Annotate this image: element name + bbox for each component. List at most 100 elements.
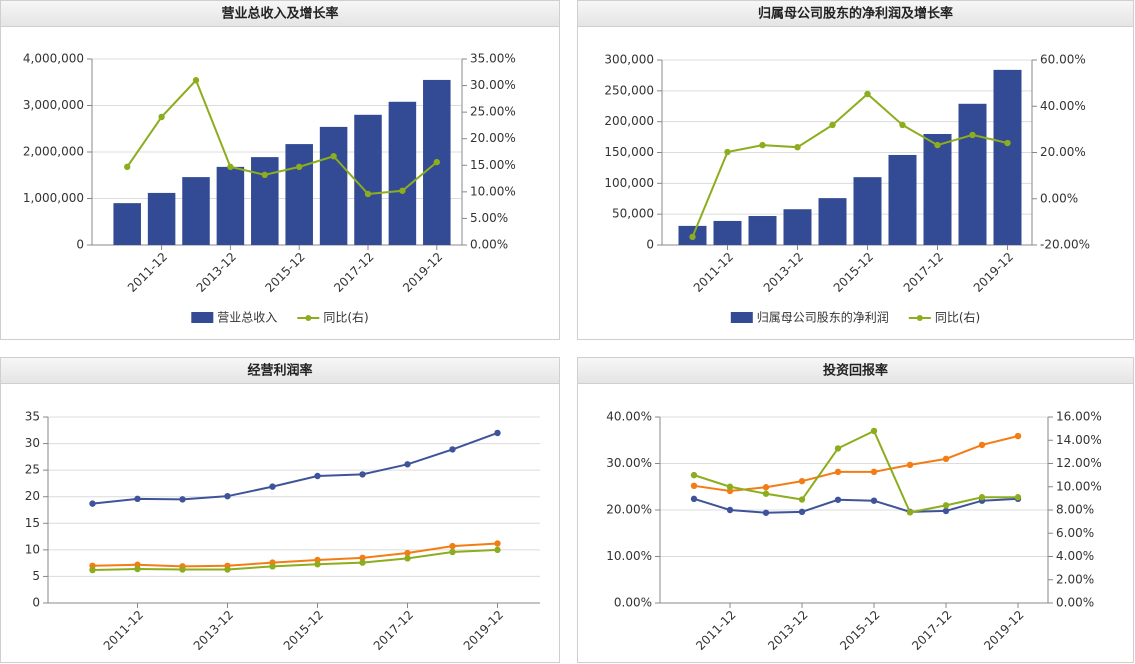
y-tick-label: 20.00% bbox=[606, 503, 652, 517]
line-point bbox=[689, 233, 696, 241]
bar bbox=[748, 216, 777, 245]
y2-tick-label: 20.00% bbox=[1040, 145, 1086, 159]
line-point bbox=[829, 121, 836, 129]
bar bbox=[354, 114, 382, 245]
bar bbox=[182, 177, 210, 245]
line-point bbox=[942, 502, 950, 509]
line-point bbox=[179, 566, 186, 573]
line-point bbox=[899, 121, 906, 129]
line-point bbox=[179, 496, 186, 503]
bar bbox=[319, 126, 348, 245]
y2-tick-label: 4.00% bbox=[1056, 549, 1094, 563]
y-tick-label: 4,000,000 bbox=[23, 52, 84, 66]
line-point bbox=[798, 477, 806, 485]
y-tick-label: 30 bbox=[25, 436, 40, 450]
legend-label: 营业总收入 bbox=[217, 311, 277, 325]
y2-tick-label: 8.00% bbox=[1056, 503, 1094, 517]
y-tick-label: 10.00% bbox=[606, 549, 652, 563]
line-point bbox=[404, 461, 411, 468]
y-tick-label: 0 bbox=[76, 238, 84, 252]
line-point bbox=[934, 141, 941, 149]
bar bbox=[853, 177, 882, 245]
line-point bbox=[834, 496, 842, 503]
line-point bbox=[870, 497, 878, 504]
line-point bbox=[759, 141, 766, 149]
line-point bbox=[134, 565, 141, 573]
y-tick-label: 150,000 bbox=[604, 145, 654, 159]
line-point bbox=[762, 490, 770, 497]
line bbox=[126, 78, 438, 196]
line-point bbox=[726, 483, 734, 490]
line-point bbox=[834, 445, 842, 452]
y-tick-label: 3,000,000 bbox=[23, 98, 84, 112]
line-point bbox=[364, 190, 372, 198]
y-tick-label: 30.00% bbox=[606, 456, 652, 470]
line-point bbox=[870, 468, 878, 476]
panel-header bbox=[577, 0, 1134, 27]
line-point bbox=[834, 468, 842, 476]
line-point bbox=[864, 90, 871, 98]
line-point bbox=[942, 455, 950, 463]
line-point bbox=[261, 171, 268, 179]
line-point bbox=[494, 429, 501, 437]
line-point bbox=[724, 148, 731, 156]
y-tick-label: 25 bbox=[25, 463, 40, 477]
line bbox=[92, 432, 498, 505]
chart-panel: 投资回报率 0.00% 10.00% 20.00% 30.00% 40.00% 0.00% 2… bbox=[577, 357, 1134, 663]
y-tick-label: 20 bbox=[25, 489, 40, 503]
line-point bbox=[942, 507, 950, 515]
chart-title: 营业总收入及增长率 bbox=[221, 6, 338, 22]
line-point bbox=[798, 508, 806, 516]
line-point bbox=[269, 483, 276, 490]
panel-frame bbox=[0, 0, 560, 340]
y2-tick-label: 40.00% bbox=[1040, 99, 1086, 113]
line-point bbox=[89, 500, 96, 507]
bar bbox=[888, 154, 917, 245]
chart-panel: 营业总收入及增长率 0 1,000,000 2,000,000 3,000,000 4,0… bbox=[0, 0, 560, 340]
line-point bbox=[433, 158, 440, 166]
line-point bbox=[314, 472, 321, 480]
y2-tick-label: 12.00% bbox=[1056, 456, 1102, 470]
line-point bbox=[134, 495, 141, 503]
line bbox=[693, 435, 1019, 492]
panel-header bbox=[0, 357, 560, 384]
y-tick-label: 0 bbox=[646, 238, 654, 252]
y-tick-label: 100,000 bbox=[604, 176, 654, 190]
line-point bbox=[1004, 139, 1011, 147]
line-point bbox=[192, 77, 200, 84]
line-point bbox=[359, 559, 366, 566]
line-point bbox=[690, 495, 698, 503]
line bbox=[693, 497, 1019, 514]
legend-swatch bbox=[730, 312, 753, 323]
y-tick-label: 2,000,000 bbox=[23, 145, 84, 159]
line-point bbox=[224, 566, 231, 573]
line-point bbox=[1014, 494, 1022, 501]
bar bbox=[113, 203, 141, 245]
line bbox=[693, 429, 1018, 514]
line-point bbox=[296, 163, 303, 171]
y2-tick-label: 6.00% bbox=[1056, 526, 1094, 540]
bar bbox=[993, 69, 1022, 245]
bar bbox=[818, 198, 847, 245]
y-tick-label: 5 bbox=[32, 569, 40, 583]
line-point bbox=[158, 113, 165, 121]
y-tick-label: 35 bbox=[25, 410, 40, 424]
line-point bbox=[494, 546, 501, 554]
panel-frame bbox=[0, 357, 560, 663]
y2-tick-label: 15.00% bbox=[470, 158, 516, 172]
line-point bbox=[330, 153, 337, 160]
line-point bbox=[359, 554, 366, 562]
y-tick-label: 250,000 bbox=[604, 83, 654, 97]
y2-tick-label: 2.00% bbox=[1056, 572, 1094, 586]
panel-header bbox=[0, 0, 560, 27]
bar bbox=[713, 220, 742, 245]
bar bbox=[783, 209, 812, 245]
line-point bbox=[449, 542, 456, 550]
line-point bbox=[449, 446, 456, 453]
line-point bbox=[794, 143, 801, 151]
y2-tick-label: -20.00% bbox=[1040, 238, 1090, 252]
y-tick-label: 200,000 bbox=[604, 114, 654, 128]
line-point bbox=[269, 563, 276, 570]
legend-label: 同比(右) bbox=[323, 310, 368, 325]
